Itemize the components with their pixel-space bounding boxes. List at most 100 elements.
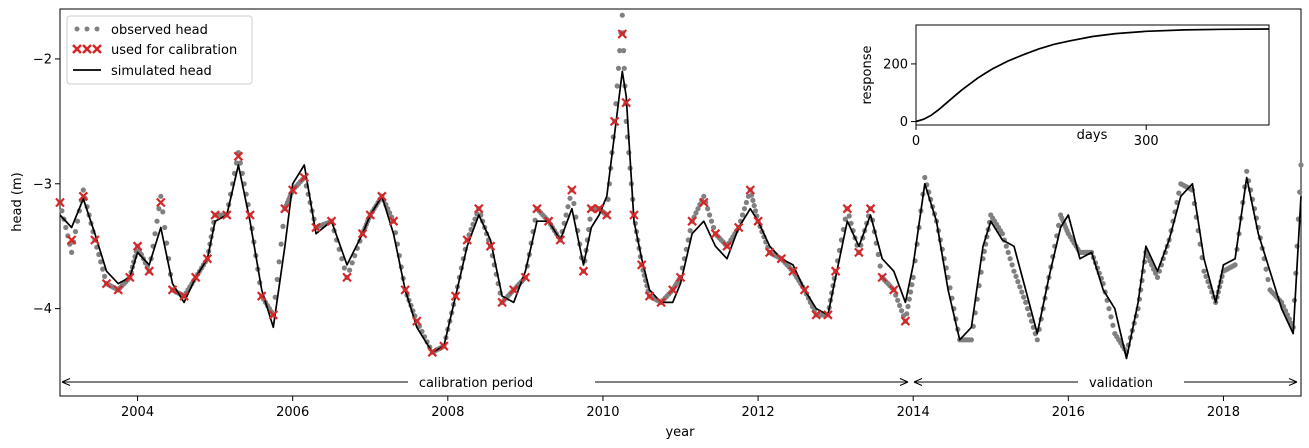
observed-point (968, 337, 975, 343)
observed-point (617, 48, 623, 54)
calibration-point (799, 285, 810, 295)
observed-point (1149, 262, 1155, 268)
calibration-point (520, 272, 531, 283)
inset-x-tick-label: 0 (912, 134, 920, 149)
validation-period-label: validation (1089, 376, 1153, 391)
calibration-point (764, 247, 775, 258)
calibration-point (311, 222, 321, 233)
calibration-point (66, 235, 77, 245)
calibration-point (210, 210, 220, 220)
y-tick-label: −3 (33, 177, 52, 192)
calibration-point (636, 260, 647, 270)
legend-marker-calibration (72, 44, 102, 54)
observed-point (1108, 314, 1114, 320)
observed-point (152, 231, 158, 237)
calibration-point (144, 266, 154, 276)
observed-point (1007, 256, 1013, 262)
observed-point (233, 160, 240, 166)
calibration-point (687, 216, 697, 226)
observed-point (705, 206, 711, 212)
calibration-point (830, 266, 841, 276)
calibration-point (900, 316, 911, 326)
calibration-point (78, 191, 89, 202)
calibration-point (733, 222, 744, 233)
observed-point (1286, 316, 1292, 322)
calibration-point (450, 291, 461, 301)
calibration-point (578, 266, 589, 276)
calibration-point (462, 235, 472, 245)
calibration-point (156, 197, 166, 208)
calibration-point (377, 191, 387, 202)
observed-point (272, 294, 278, 300)
observed-point (274, 276, 280, 283)
observed-point (74, 218, 81, 224)
observed-point (1151, 266, 1157, 272)
observed-point (899, 308, 905, 314)
observed-point (1298, 162, 1304, 168)
observed-point (621, 65, 627, 71)
y-tick-label: −2 (33, 52, 52, 67)
observed-point (341, 265, 347, 271)
observed-point (1025, 306, 1031, 312)
observed-point (1019, 289, 1025, 295)
observed-point (1201, 268, 1207, 274)
calibration-point (474, 203, 484, 214)
legend-label-observed: observed head (111, 23, 208, 38)
observed-point (158, 193, 164, 199)
observed-point (897, 302, 903, 309)
x-tick-label: 2004 (121, 405, 154, 420)
observed-point (63, 224, 69, 231)
observed-point (751, 203, 757, 209)
calibration-point (644, 291, 655, 301)
calibration-point (268, 310, 279, 320)
observed-point (72, 229, 79, 235)
observed-point (846, 213, 852, 219)
observed-point (1056, 222, 1062, 228)
observed-point (1013, 273, 1019, 279)
observed-point (877, 263, 883, 269)
calibration-point (113, 285, 123, 295)
calibration-point (233, 151, 244, 162)
inset-y-tick-label: 0 (900, 115, 908, 130)
x-tick-label: 2006 (276, 405, 309, 420)
calibration-point (485, 241, 496, 251)
calibration-point (365, 210, 376, 220)
legend-box (66, 15, 253, 85)
calibration-point (745, 185, 756, 195)
observed-point (1297, 189, 1303, 195)
legend-label-calibration: used for calibration (111, 43, 237, 58)
inset-x-axis-label: days (1077, 128, 1108, 143)
calibration-point (629, 210, 639, 220)
arrow-right-icon (899, 378, 909, 386)
observed-point (98, 259, 104, 265)
calibration-point (609, 116, 620, 127)
inset-y-tick-label: 200 (883, 57, 908, 72)
calibration-point (811, 310, 821, 320)
main-plot-area (55, 12, 1304, 360)
observed-point (80, 187, 86, 193)
y-axis: −4 −3 −2 (33, 52, 60, 317)
observed-point (1003, 243, 1009, 249)
calibration-point (508, 285, 519, 295)
observed-point (1034, 337, 1040, 343)
calibration-point (543, 216, 554, 226)
calibration-point (877, 272, 887, 283)
calibration-point (256, 291, 267, 301)
calibration-point (567, 185, 577, 195)
observed-point (1021, 294, 1027, 300)
observed-point (164, 240, 170, 246)
inset-x-axis: 0 300 (912, 125, 1159, 149)
calibration-point (656, 297, 666, 308)
observed-point (895, 297, 901, 303)
calibration-point (179, 291, 189, 301)
observed-point (1011, 268, 1017, 274)
calibration-point (532, 203, 542, 214)
observed-point (571, 200, 577, 207)
observed-point (910, 274, 916, 280)
observed-point (708, 218, 715, 224)
calibration-point (167, 285, 178, 295)
observed-point (743, 199, 750, 206)
calibration-point (854, 247, 864, 258)
y-tick-label: −4 (33, 302, 52, 317)
calibration-point (342, 272, 352, 283)
